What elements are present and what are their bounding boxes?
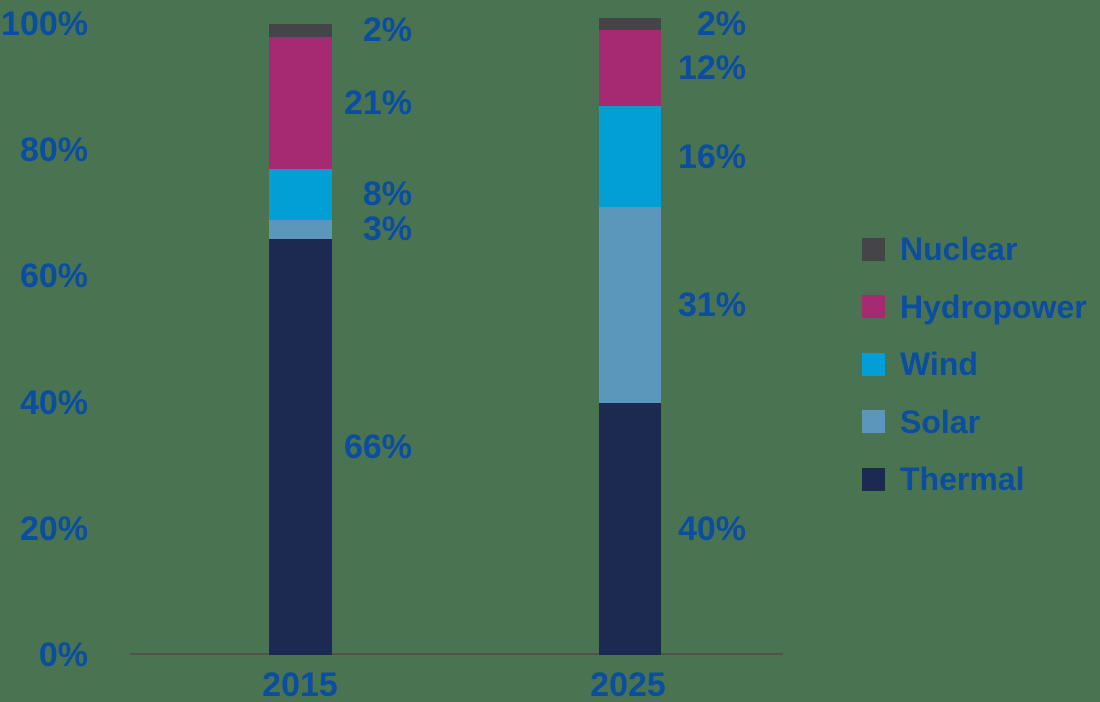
bar-segment-thermal-2025 [599,402,661,655]
x-category-label-2015: 2015 [262,666,338,702]
value-label-thermal-2015: 66% [343,427,412,466]
bar-segment-hydropower-2025 [599,30,661,107]
y-tick-label: 80% [19,131,88,170]
x-category-label-2025: 2025 [590,666,666,702]
y-tick-label: 60% [19,257,88,296]
legend-swatch-thermal [862,467,885,491]
bar-segment-nuclear-2015 [269,24,332,37]
legend-item-thermal: Thermal [862,463,1087,495]
value-label-nuclear-2025: 2% [696,5,746,43]
y-tick-label: 20% [19,509,88,548]
bar-segment-hydropower-2015 [269,36,332,170]
legend-swatch-hydropower [862,295,885,318]
y-tick-label: 40% [19,383,88,422]
bar-segment-thermal-2015 [269,238,332,655]
bar-segment-wind-2015 [269,169,332,220]
value-label-hydropower-2025: 12% [677,49,746,88]
legend: Nuclear Hydropower Wind Solar Thermal [862,233,1087,495]
legend-label-hydropower: Hydropower [900,288,1087,325]
value-label-wind-2015: 8% [362,175,412,214]
legend-item-solar: Solar [862,406,1087,438]
legend-item-wind: Wind [862,348,1087,380]
legend-label-solar: Solar [900,403,981,440]
value-label-hydropower-2015: 21% [343,83,412,122]
y-tick-label: 100% [1,5,88,43]
value-label-solar-2015: 3% [362,210,412,249]
bar-segment-solar-2025 [599,206,661,403]
y-tick-label: 0% [38,636,88,674]
legend-label-wind: Wind [900,346,978,382]
legend-item-nuclear: Nuclear [862,233,1087,265]
legend-swatch-nuclear [862,237,885,261]
bar-segment-nuclear-2025 [599,17,661,31]
value-label-nuclear-2015: 2% [362,11,412,50]
legend-label-thermal: Thermal [900,461,1025,497]
legend-label-nuclear: Nuclear [900,231,1018,267]
x-axis-line [130,653,783,655]
bar-segment-wind-2025 [599,106,661,207]
legend-swatch-wind [862,352,885,376]
value-label-wind-2025: 16% [677,137,746,176]
value-label-solar-2025: 31% [677,285,746,324]
legend-item-hydropower: Hydropower [862,291,1087,323]
bar-segment-solar-2015 [269,219,332,239]
value-label-thermal-2025: 40% [677,509,746,548]
legend-swatch-solar [862,410,885,433]
